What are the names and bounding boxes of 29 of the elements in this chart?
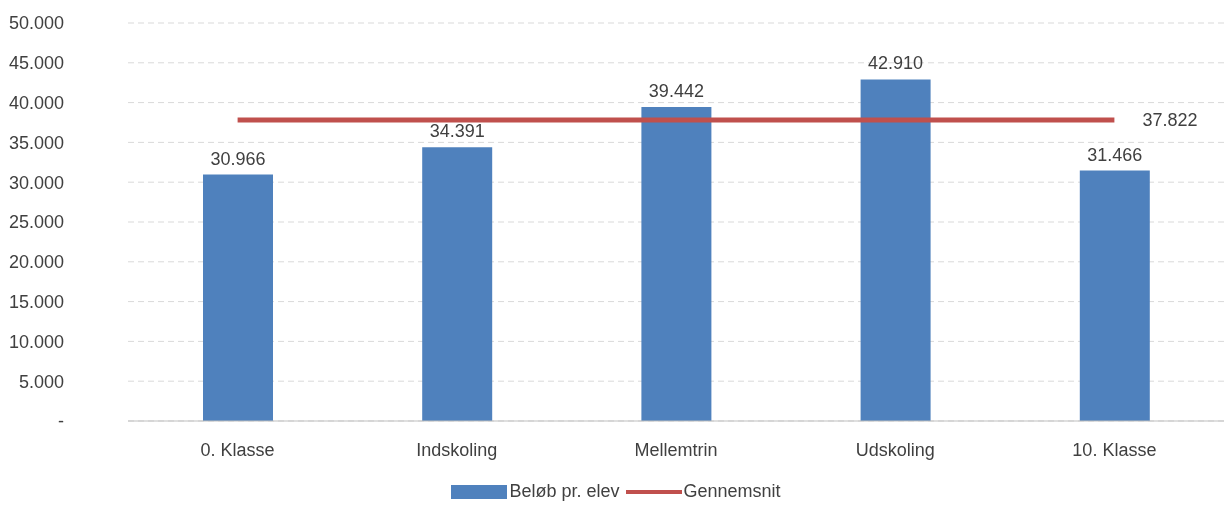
x-tick-label: Mellemtrin bbox=[634, 439, 718, 460]
bar bbox=[422, 147, 493, 421]
bar bbox=[860, 79, 931, 421]
legend-label: Beløb pr. elev bbox=[509, 481, 620, 502]
x-tick-label: 0. Klasse bbox=[200, 439, 275, 460]
bar bbox=[203, 174, 273, 421]
y-tick-label: 20.000 bbox=[8, 252, 64, 273]
y-tick-label: 30.000 bbox=[8, 172, 64, 193]
y-tick-label: - bbox=[58, 411, 64, 432]
y-tick-label: 25.000 bbox=[8, 212, 64, 233]
data-label: 37.822 bbox=[1142, 109, 1198, 130]
data-label: 39.442 bbox=[648, 81, 704, 102]
data-label: 34.391 bbox=[429, 121, 485, 142]
y-tick-label: 10.000 bbox=[8, 331, 64, 352]
bar bbox=[1079, 170, 1150, 421]
x-tick-label: Udskoling bbox=[855, 439, 935, 460]
data-label: 42.910 bbox=[868, 53, 924, 74]
y-tick-label: 40.000 bbox=[8, 92, 64, 113]
data-label: 31.466 bbox=[1087, 144, 1143, 165]
y-tick-label: 35.000 bbox=[8, 132, 64, 153]
bar bbox=[641, 107, 712, 421]
x-tick-label: Indskoling bbox=[416, 439, 498, 460]
y-tick-label: 15.000 bbox=[8, 291, 64, 312]
y-tick-label: 50.000 bbox=[8, 13, 64, 34]
y-tick-label: 5.000 bbox=[18, 371, 64, 392]
y-tick-label: 45.000 bbox=[8, 53, 64, 74]
legend-label: Gennemsnit bbox=[683, 481, 781, 502]
x-tick-label: 10. Klasse bbox=[1072, 439, 1157, 460]
data-label: 30.966 bbox=[210, 148, 266, 169]
